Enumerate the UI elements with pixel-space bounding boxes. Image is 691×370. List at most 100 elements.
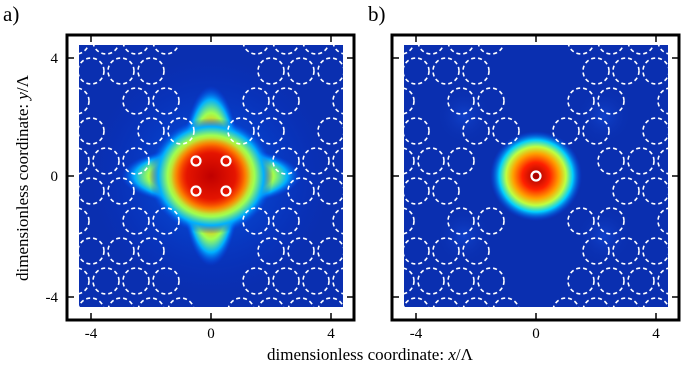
air-hole — [462, 117, 490, 145]
air-hole — [122, 267, 150, 295]
air-hole — [79, 267, 90, 295]
air-hole — [417, 147, 445, 175]
air-hole — [79, 177, 105, 205]
air-hole — [404, 207, 415, 235]
air-hole — [612, 177, 640, 205]
y-axis-label-prefix: dimensionless coordinate: — [13, 100, 32, 281]
air-hole — [432, 57, 460, 85]
panel-b-letter: b) — [368, 2, 386, 26]
x-axis-label-suffix: /Λ — [456, 345, 474, 364]
air-hole — [404, 57, 430, 85]
panel-a-ticks — [67, 35, 354, 320]
air-hole — [272, 267, 300, 295]
air-hole — [404, 147, 415, 175]
air-hole — [79, 147, 90, 175]
air-hole — [447, 87, 475, 115]
air-hole — [137, 117, 165, 145]
panel-a-y-tick-0: 0 — [51, 169, 59, 185]
air-hole — [167, 117, 195, 145]
panel-a-x-tick-0: 0 — [207, 326, 215, 342]
air-hole — [122, 207, 150, 235]
air-hole — [92, 267, 120, 295]
air-hole — [302, 147, 330, 175]
air-hole — [567, 87, 595, 115]
air-hole — [137, 237, 165, 265]
panel-b-field-intensity — [404, 45, 668, 307]
air-hole — [432, 177, 460, 205]
air-hole — [257, 117, 285, 145]
air-hole — [302, 267, 330, 295]
air-hole — [287, 177, 315, 205]
panel-b-x-tick-0: 0 — [532, 326, 540, 342]
panel-a-field-intensity — [79, 45, 343, 307]
air-hole — [92, 147, 120, 175]
air-hole — [137, 57, 165, 85]
air-hole — [79, 207, 90, 235]
air-hole — [79, 57, 105, 85]
air-hole — [242, 87, 270, 115]
air-hole — [242, 267, 270, 295]
core-marker — [220, 185, 232, 197]
panel-b-x-tick-neg4: -4 — [410, 326, 423, 342]
air-hole — [492, 117, 520, 145]
air-hole — [447, 207, 475, 235]
air-hole — [462, 237, 490, 265]
air-hole — [107, 57, 135, 85]
air-hole — [272, 207, 300, 235]
air-hole — [567, 207, 595, 235]
air-hole — [152, 267, 180, 295]
air-hole — [272, 147, 300, 175]
air-hole — [627, 267, 655, 295]
x-axis-label-prefix: dimensionless coordinate: — [267, 345, 448, 364]
air-hole — [432, 237, 460, 265]
air-hole — [404, 177, 430, 205]
air-hole — [122, 87, 150, 115]
air-hole — [627, 147, 655, 175]
air-hole — [79, 117, 105, 145]
air-hole — [582, 57, 610, 85]
y-axis-label-var: y — [13, 92, 32, 102]
panel-a-letter: a) — [3, 2, 19, 26]
air-hole — [567, 267, 595, 295]
air-hole — [242, 207, 270, 235]
air-hole — [404, 117, 430, 145]
air-hole — [597, 87, 625, 115]
air-hole — [404, 237, 430, 265]
panel-a-y-tick-4: 4 — [51, 51, 59, 67]
panel-a-cores — [190, 155, 232, 197]
air-hole — [257, 237, 285, 265]
x-axis-label: dimensionless coordinate: x/Λ — [267, 345, 474, 364]
air-hole — [417, 267, 445, 295]
core-marker — [530, 170, 542, 182]
panel-a-y-tick-neg4: -4 — [46, 290, 59, 306]
air-hole — [404, 267, 415, 295]
air-hole — [404, 87, 415, 115]
air-hole — [257, 57, 285, 85]
air-hole — [477, 87, 505, 115]
air-hole — [597, 147, 625, 175]
air-hole — [122, 147, 150, 175]
air-hole — [597, 267, 625, 295]
air-hole — [272, 87, 300, 115]
panel-a-x-tick-neg4: -4 — [85, 326, 98, 342]
air-hole — [447, 267, 475, 295]
air-hole — [597, 207, 625, 235]
core-marker — [190, 155, 202, 167]
panel-b-x-tick-4: 4 — [652, 326, 660, 342]
air-hole — [227, 117, 255, 145]
air-hole — [447, 147, 475, 175]
y-axis-label-suffix: /Λ — [13, 74, 32, 92]
air-hole — [477, 267, 505, 295]
air-hole — [152, 207, 180, 235]
air-hole — [287, 237, 315, 265]
y-axis-label: dimensionless coordinate: y/Λ — [13, 74, 32, 281]
panel-a-air-holes — [79, 45, 343, 307]
air-hole — [79, 87, 90, 115]
core-marker — [190, 185, 202, 197]
air-hole — [152, 87, 180, 115]
panel-b: -4 0 4 — [390, 33, 681, 342]
panel-b-ticks — [392, 35, 679, 320]
air-hole — [107, 177, 135, 205]
panel-b-air-holes — [404, 45, 668, 307]
